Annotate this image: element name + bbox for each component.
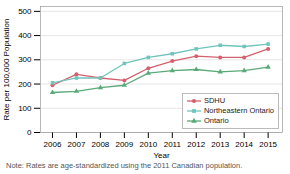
svg-text:2006: 2006 <box>44 140 62 149</box>
svg-text:Rate per 100,000 Population: Rate per 100,000 Population <box>2 19 11 121</box>
svg-text:Year: Year <box>153 151 170 160</box>
html-text:Northeastern Ontario: Northeastern Ontario <box>204 106 274 115</box>
svg-text:2009: 2009 <box>115 140 133 149</box>
html-text:SDHU: SDHU <box>204 96 226 105</box>
svg-text:2008: 2008 <box>92 140 110 149</box>
svg-text:2010: 2010 <box>139 140 157 149</box>
svg-text:0: 0 <box>27 128 32 137</box>
svg-text:300: 300 <box>18 55 32 64</box>
svg-text:2007: 2007 <box>68 140 86 149</box>
svg-text:2011: 2011 <box>164 140 182 149</box>
svg-text:400: 400 <box>18 31 32 40</box>
svg-text:2013: 2013 <box>211 140 229 149</box>
svg-text:200: 200 <box>18 80 32 89</box>
svg-text:2012: 2012 <box>187 140 205 149</box>
html-text:Note: Rates are age-standardiz: Note: Rates are age-standardized using t… <box>6 161 243 170</box>
svg-text:100: 100 <box>18 104 32 113</box>
svg-text:2014: 2014 <box>235 140 253 149</box>
svg-text:2015: 2015 <box>259 140 277 149</box>
svg-text:500: 500 <box>18 7 32 16</box>
html-text:Ontario: Ontario <box>204 116 229 125</box>
